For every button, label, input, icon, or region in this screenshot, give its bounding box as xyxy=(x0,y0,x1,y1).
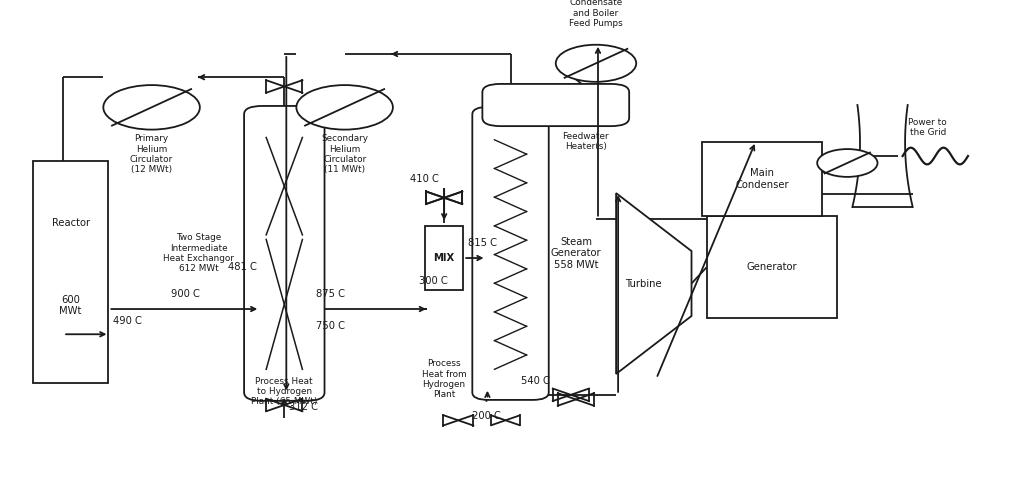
Text: Feedwater
Heater(s): Feedwater Heater(s) xyxy=(563,132,610,151)
Text: Secondary
Helium
Circulator
(11 MWt): Secondary Helium Circulator (11 MWt) xyxy=(321,134,368,174)
Circle shape xyxy=(817,149,878,177)
Text: Turbine: Turbine xyxy=(626,279,662,288)
Bar xyxy=(425,225,463,290)
Text: Process
Heat from
Hydrogen
Plant: Process Heat from Hydrogen Plant xyxy=(422,359,466,400)
Circle shape xyxy=(556,45,636,82)
Text: Process Heat
to Hydrogen
Plant (65 MWt): Process Heat to Hydrogen Plant (65 MWt) xyxy=(251,377,317,407)
Text: Two Stage
Intermediate
Heat Exchangor
612 MWt: Two Stage Intermediate Heat Exchangor 61… xyxy=(164,233,235,273)
Circle shape xyxy=(103,85,200,130)
Text: Condensate
and Boiler
Feed Pumps: Condensate and Boiler Feed Pumps xyxy=(569,0,623,28)
Bar xyxy=(702,142,822,216)
Circle shape xyxy=(296,85,393,130)
Text: 540 C: 540 C xyxy=(521,376,549,386)
Text: Primary
Helium
Circulator
(12 MWt): Primary Helium Circulator (12 MWt) xyxy=(130,134,173,174)
Polygon shape xyxy=(616,193,692,374)
Text: 815 C: 815 C xyxy=(468,238,497,248)
Text: 490 C: 490 C xyxy=(113,316,143,326)
Text: Steam
Generator
558 MWt: Steam Generator 558 MWt xyxy=(551,237,602,270)
Text: 750 C: 750 C xyxy=(316,321,346,331)
FancyBboxPatch shape xyxy=(244,106,325,401)
Text: Reactor: Reactor xyxy=(52,218,90,228)
Text: 312 C: 312 C xyxy=(289,402,318,412)
FancyBboxPatch shape xyxy=(472,107,549,400)
FancyBboxPatch shape xyxy=(482,84,629,126)
Text: 875 C: 875 C xyxy=(316,289,346,299)
Text: 900 C: 900 C xyxy=(171,289,200,299)
Text: 300 C: 300 C xyxy=(420,276,448,286)
Text: 410 C: 410 C xyxy=(410,174,439,184)
Bar xyxy=(33,161,108,383)
Text: 600
MWt: 600 MWt xyxy=(60,295,82,316)
Text: 200 C: 200 C xyxy=(471,411,500,421)
Text: Generator: Generator xyxy=(747,263,798,272)
Text: 481 C: 481 C xyxy=(228,263,257,272)
Bar xyxy=(707,216,837,318)
Text: MIX: MIX xyxy=(434,253,455,263)
Text: Power to
the Grid: Power to the Grid xyxy=(909,118,947,138)
Text: Main
Condenser: Main Condenser xyxy=(735,168,789,190)
